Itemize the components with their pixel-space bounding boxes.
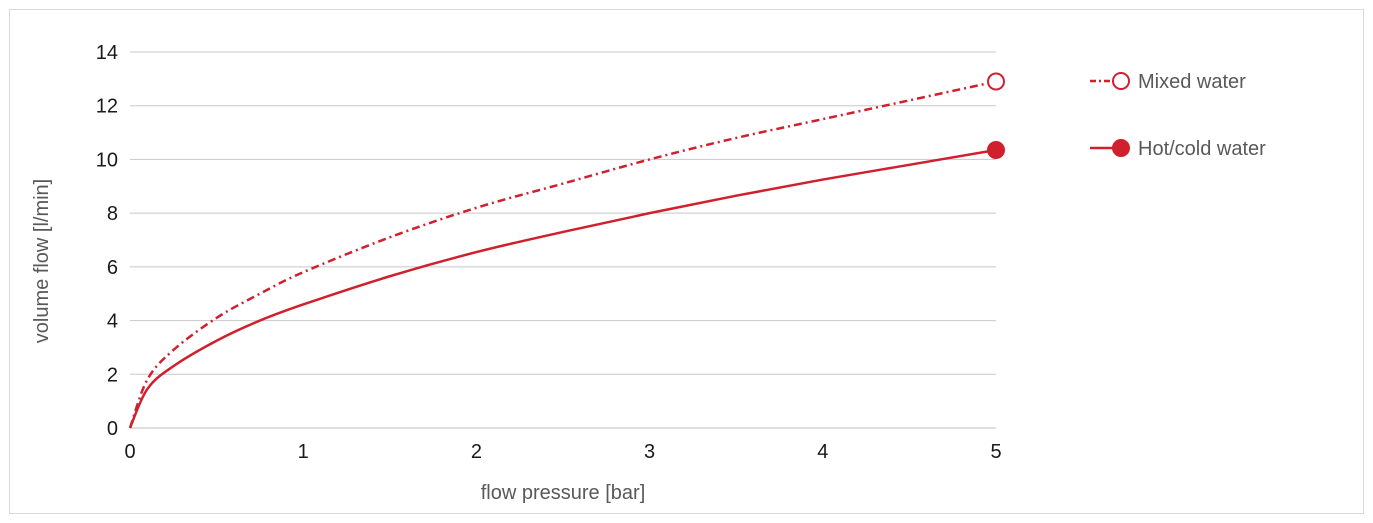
y-tick-label: 8	[107, 203, 118, 225]
y-tick-label: 6	[107, 257, 118, 279]
y-tick-label: 0	[107, 418, 118, 440]
y-tick-label: 12	[96, 96, 118, 118]
legend: Mixed water Hot/cold water	[1090, 71, 1266, 160]
data-point-mixed-water	[987, 72, 1005, 91]
legend-label-mixed-water: Mixed water	[1138, 71, 1246, 93]
y-tick-label: 10	[96, 149, 118, 171]
y-tick-label: 14	[96, 42, 118, 64]
series-lines	[128, 72, 1005, 429]
x-tick-label: 3	[644, 441, 655, 463]
y-tick-label: 2	[107, 364, 118, 386]
legend-marker-mixed-water	[1112, 72, 1130, 90]
series-line-mixed-water	[128, 80, 997, 429]
legend-label-hot-cold-water: Hot/cold water	[1138, 138, 1266, 160]
x-tick-label: 5	[990, 441, 1001, 463]
x-tick-label: 0	[124, 441, 135, 463]
y-tick-labels: 0 2 4 6 8 10 12 14	[96, 42, 118, 440]
gridlines	[130, 51, 996, 429]
x-tick-label: 1	[298, 441, 309, 463]
x-axis-label: flow pressure [bar]	[481, 482, 646, 504]
x-tick-label: 2	[471, 441, 482, 463]
chart-frame	[9, 9, 1364, 514]
data-point-hot-cold-water	[987, 141, 1005, 160]
y-tick-label: 4	[107, 311, 118, 333]
x-tick-labels: 0 1 2 3 4 5	[124, 441, 1001, 463]
x-tick-label: 4	[817, 441, 828, 463]
y-axis-label: volume flow [l/min]	[31, 179, 53, 344]
series-line-hot-cold-water	[128, 148, 997, 429]
legend-marker-hot-cold-water	[1112, 139, 1130, 157]
